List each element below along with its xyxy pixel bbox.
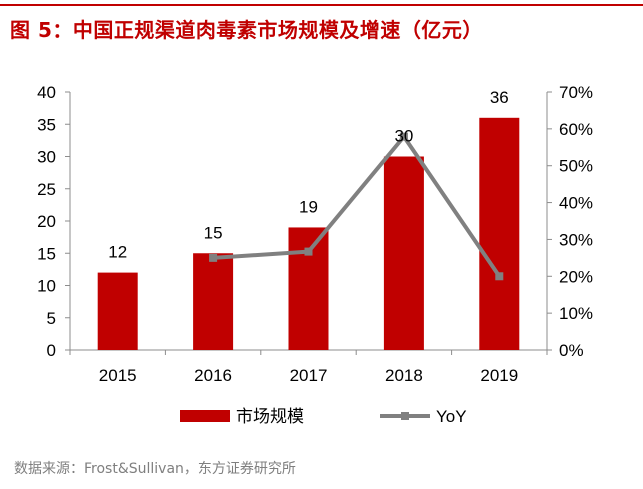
- data-labels: 12 15 19 30 36: [108, 88, 509, 262]
- y-tick-label: 5: [47, 309, 56, 328]
- yoy-marker: [304, 247, 313, 256]
- y2-tick-label: 30%: [559, 230, 593, 249]
- bar-value-label: 12: [108, 243, 127, 262]
- y-tick-label: 10: [37, 277, 56, 296]
- x-tick-label: 2017: [290, 366, 328, 385]
- bar-value-label: 30: [394, 127, 413, 146]
- title-rule: [0, 4, 643, 6]
- y-tick-label: 35: [37, 115, 56, 134]
- bar: [288, 227, 329, 350]
- yoy-marker: [399, 132, 408, 141]
- axes: 0 5 10 15 20 25 30 35 40 0% 10% 20% 30% 40% 50% 60% 70% 2…: [37, 83, 593, 385]
- legend-swatch-bar: [180, 410, 230, 422]
- bar-series: [97, 117, 520, 350]
- source-note: 数据来源：Frost&Sullivan，东方证券研究所: [14, 461, 296, 477]
- bar-value-label: 15: [204, 223, 223, 242]
- y-tick-label: 15: [37, 244, 56, 263]
- line-series: [209, 132, 504, 281]
- x-tick-label: 2019: [480, 366, 518, 385]
- x-tick-label: 2016: [194, 366, 232, 385]
- y2-tick-label: 40%: [559, 194, 593, 213]
- bar: [383, 156, 424, 350]
- figure-title: 图 5：中国正规渠道肉毒素市场规模及增速（亿元）: [10, 18, 483, 42]
- x-tick-label: 2018: [385, 366, 423, 385]
- bar-value-label: 36: [490, 88, 509, 107]
- y-tick-label: 30: [37, 148, 56, 167]
- bar: [97, 272, 138, 350]
- y-tick-label: 0: [47, 341, 56, 360]
- y-tick-label: 25: [37, 180, 56, 199]
- legend-label-line: YoY: [436, 407, 467, 426]
- y2-tick-label: 0%: [559, 341, 584, 360]
- legend-swatch-marker: [401, 412, 409, 420]
- y2-tick-label: 20%: [559, 267, 593, 286]
- bar-value-label: 19: [299, 197, 318, 216]
- y-tick-label: 40: [37, 83, 56, 102]
- y2-tick-label: 70%: [559, 83, 593, 102]
- y2-tick-label: 50%: [559, 157, 593, 176]
- legend-label-bar: 市场规模: [236, 407, 304, 426]
- legend: 市场规模 YoY: [180, 407, 467, 426]
- yoy-marker: [209, 253, 218, 262]
- bar: [479, 117, 520, 350]
- bar: [193, 253, 234, 350]
- yoy-line: [212, 134, 501, 278]
- y2-tick-label: 60%: [559, 120, 593, 139]
- y-tick-label: 20: [37, 212, 56, 231]
- y2-tick-label: 10%: [559, 304, 593, 323]
- yoy-marker: [495, 272, 504, 281]
- x-tick-label: 2015: [99, 366, 137, 385]
